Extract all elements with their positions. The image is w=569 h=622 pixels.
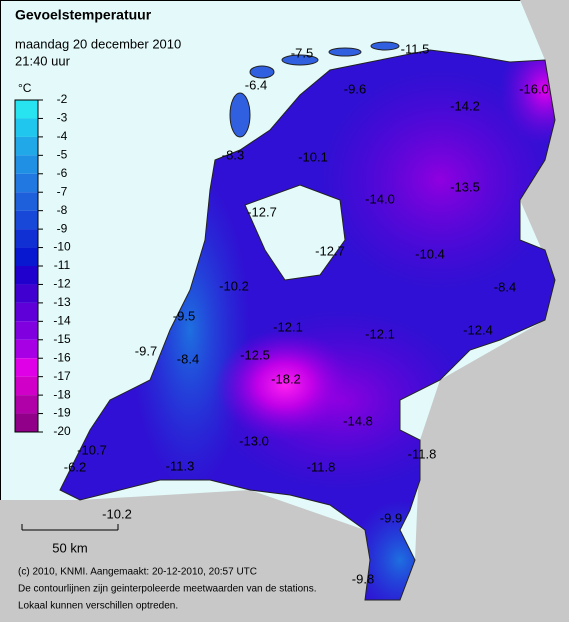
legend-swatch xyxy=(15,192,38,211)
station-value: -9.6 xyxy=(344,81,366,96)
station-value: -18.2 xyxy=(271,371,301,386)
legend-swatch xyxy=(15,395,38,414)
legend-label: -4 xyxy=(57,129,68,143)
footer-line: Lokaal kunnen verschillen optreden. xyxy=(18,601,178,612)
station-value: -12.4 xyxy=(463,322,493,337)
legend-label: -15 xyxy=(53,332,71,346)
station-value: -8.4 xyxy=(177,351,199,366)
station-value: -10.4 xyxy=(415,246,445,261)
ijsselmeer xyxy=(244,184,346,281)
station-value: -16.0 xyxy=(519,81,549,96)
station-value: -10.1 xyxy=(298,149,328,164)
legend-swatch xyxy=(15,358,38,377)
legend-swatch xyxy=(15,266,38,285)
legend-swatch xyxy=(15,302,38,322)
station-value: -9.9 xyxy=(380,510,402,525)
station-value: -10.2 xyxy=(102,506,132,521)
station-value: -12.1 xyxy=(365,326,395,341)
legend-unit: °C xyxy=(18,81,32,95)
legend-swatch xyxy=(15,100,38,119)
station-value: -12.7 xyxy=(247,204,277,219)
footer-line: De contourlijnen zijn geinterpoleerde me… xyxy=(18,584,317,595)
legend-swatch xyxy=(15,376,38,396)
station-value: -11.5 xyxy=(401,41,430,56)
station-value: -14.0 xyxy=(365,191,395,206)
station-value: -7.5 xyxy=(291,45,313,60)
station-value: -13.0 xyxy=(239,433,269,448)
station-value: -12.5 xyxy=(240,347,270,362)
legend-label: -8 xyxy=(57,203,68,217)
legend-swatch xyxy=(15,118,38,137)
station-value: -6.2 xyxy=(64,459,86,474)
station-value: -11.3 xyxy=(166,458,195,473)
station-value: -8.4 xyxy=(494,279,516,294)
station-value: -10.7 xyxy=(77,442,107,457)
station-value: -9.8 xyxy=(352,571,374,586)
legend-label: -19 xyxy=(53,406,71,420)
station-value: -12.1 xyxy=(273,319,303,334)
scale-bar-label: 50 km xyxy=(52,540,87,555)
station-value: -14.2 xyxy=(450,98,480,113)
legend-label: -6 xyxy=(57,166,68,180)
legend-label: -10 xyxy=(53,240,71,254)
legend-label: -3 xyxy=(57,111,68,125)
legend-swatch xyxy=(15,339,38,359)
station-value: -8.3 xyxy=(222,147,244,162)
station-value: -9.5 xyxy=(173,308,195,323)
legend-label: -2 xyxy=(57,92,68,106)
legend-label: -11 xyxy=(54,258,71,272)
legend-label: -9 xyxy=(57,221,68,235)
legend-swatch xyxy=(15,136,38,156)
legend-label: -5 xyxy=(57,148,68,162)
title: Gevoelstemperatuur xyxy=(15,7,152,23)
station-value: -10.2 xyxy=(219,278,249,293)
time: 21:40 uur xyxy=(15,53,71,68)
legend-swatch xyxy=(15,413,38,432)
legend-swatch xyxy=(15,155,38,174)
station-value: -6.4 xyxy=(245,77,267,92)
legend-label: -18 xyxy=(53,387,71,401)
wadden-islands xyxy=(229,41,400,138)
legend-swatch xyxy=(15,247,38,266)
legend-label: -12 xyxy=(53,277,71,291)
legend-swatch xyxy=(15,321,38,340)
legend-label: -20 xyxy=(53,424,71,438)
legend-swatch xyxy=(15,210,38,230)
legend-label: -16 xyxy=(53,350,71,364)
legend-label: -14 xyxy=(53,314,71,328)
legend-swatch xyxy=(15,229,38,248)
legend-swatch xyxy=(15,284,38,303)
footer-line: (c) 2010, KNMI. Aangemaakt: 20-12-2010, … xyxy=(18,567,257,578)
legend-swatch xyxy=(15,173,38,193)
station-value: -9.7 xyxy=(135,343,157,358)
station-value: -11.8 xyxy=(307,459,336,474)
station-value: -13.5 xyxy=(450,179,480,194)
station-value: -12.7 xyxy=(315,243,345,258)
legend-label: -17 xyxy=(53,369,71,383)
station-value: -11.8 xyxy=(408,446,437,461)
legend-label: -13 xyxy=(53,295,71,309)
station-value: -14.8 xyxy=(343,413,373,428)
subtitle: maandag 20 december 2010 xyxy=(15,36,181,51)
legend-label: -7 xyxy=(57,184,68,198)
